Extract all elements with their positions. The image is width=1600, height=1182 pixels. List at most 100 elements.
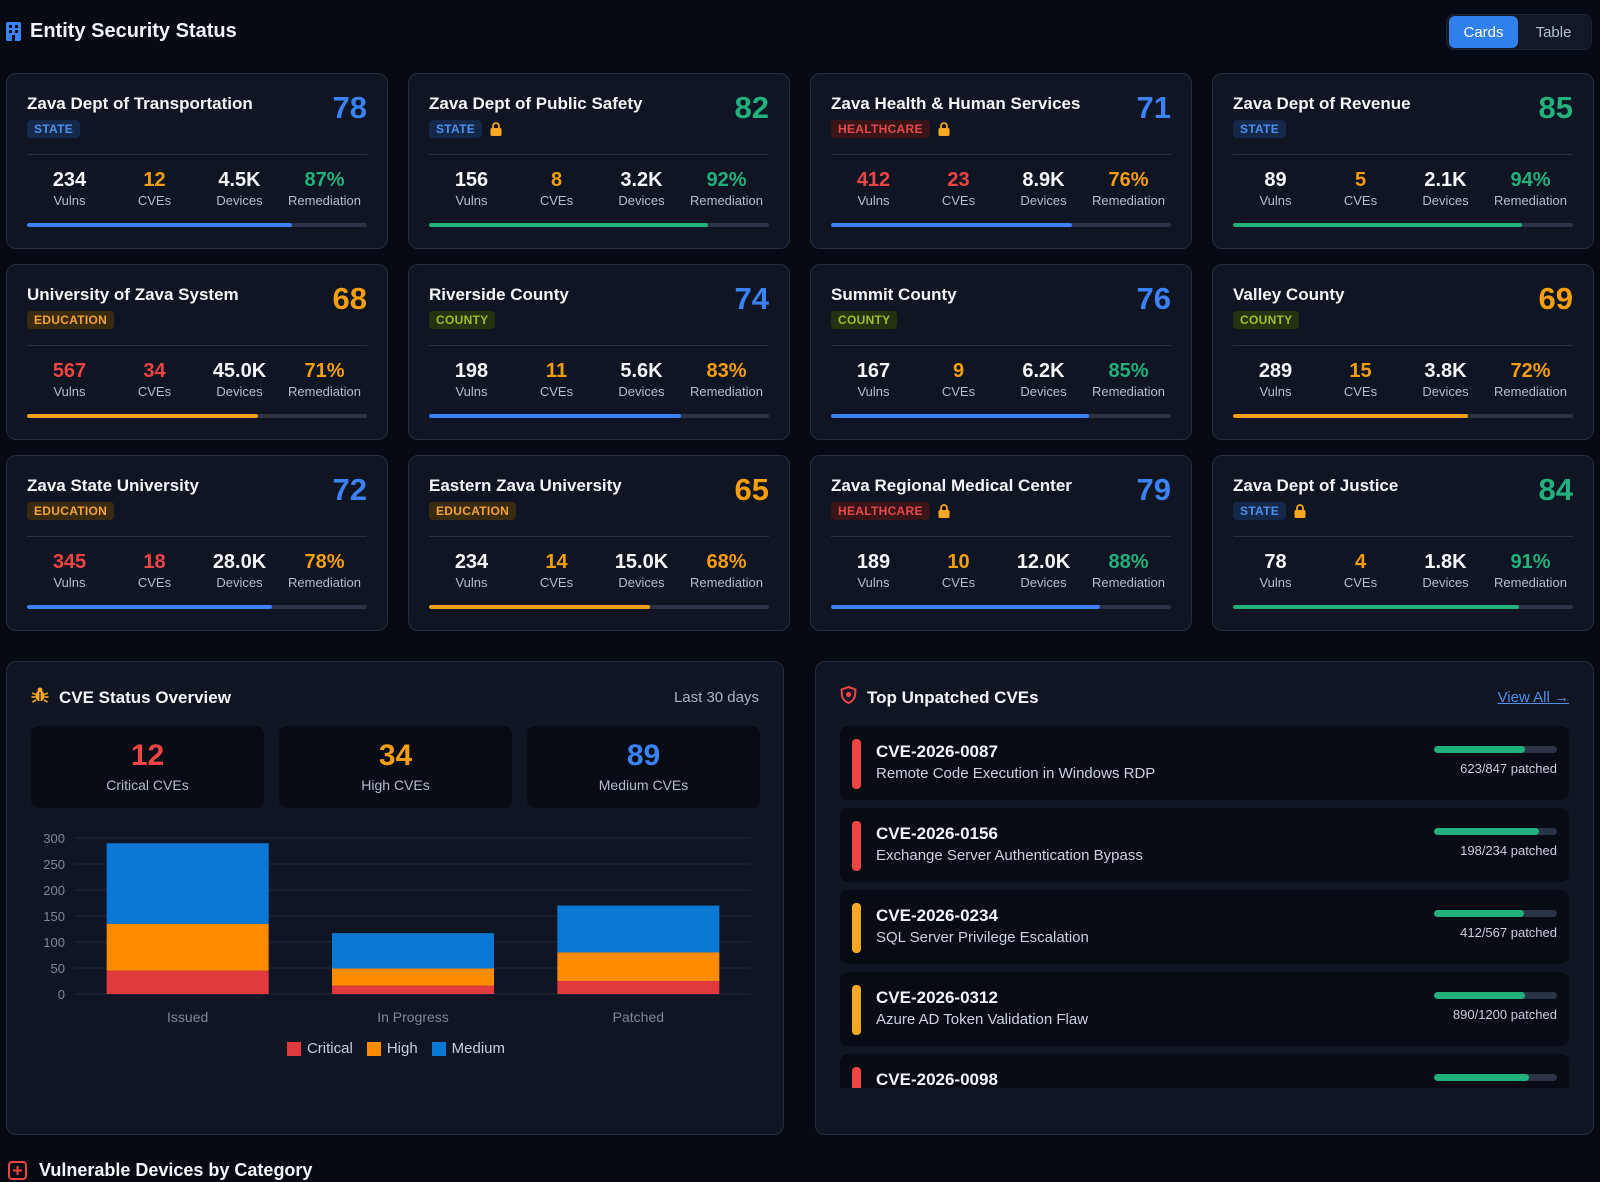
vulns-label: Vulns xyxy=(455,575,488,590)
plus-box-icon xyxy=(8,1161,27,1180)
legend-swatch xyxy=(366,1041,381,1056)
entity-card[interactable]: Riverside County COUNTY 74 198 Vulns 11 CV… xyxy=(408,264,790,440)
devices-label: Devices xyxy=(1422,384,1469,399)
security-score: 85 xyxy=(1538,90,1573,125)
entity-card[interactable]: Zava Dept of Revenue STATE 85 89 Vulns 5 C… xyxy=(1212,73,1594,249)
legend-item-high[interactable]: High xyxy=(366,1040,418,1057)
bar-segment-medium xyxy=(106,843,269,924)
entity-type-badge: EDUCATION xyxy=(429,502,517,520)
entity-name: University of Zava System xyxy=(27,285,239,304)
vulns-value: 567 xyxy=(52,360,87,382)
card-divider xyxy=(27,154,367,155)
cves-value: 9 xyxy=(952,360,965,382)
devices-stat: 5.6K Devices xyxy=(599,360,684,399)
entity-card[interactable]: Zava Dept of Transportation STATE 78 234… xyxy=(6,73,388,249)
security-score: 82 xyxy=(734,90,769,125)
devices-label: Devices xyxy=(618,575,665,590)
cve-list-item[interactable]: CVE-2026-0234 SQL Server Privilege Escal… xyxy=(840,890,1569,964)
entity-card[interactable]: Zava State University EDUCATION 72 345 Vu… xyxy=(6,455,388,631)
remediation-stat: 91% Remediation xyxy=(1488,551,1573,590)
devices-value: 3.2K xyxy=(620,169,663,191)
vulns-label: Vulns xyxy=(53,193,86,208)
y-tick-label: 250 xyxy=(43,857,65,872)
entity-type-badge: HEALTHCARE xyxy=(831,120,930,138)
remediation-value: 91% xyxy=(1510,551,1551,573)
score-progress-fill xyxy=(1233,605,1519,609)
cves-label: CVEs xyxy=(137,575,172,590)
legend-label: Medium xyxy=(451,1040,506,1057)
legend-item-critical[interactable]: Critical xyxy=(286,1040,353,1057)
legend-label: Critical xyxy=(306,1040,353,1057)
cve-list-item[interactable]: CVE-2026-0098 xyxy=(840,1054,1569,1088)
devices-label: Devices xyxy=(1020,575,1067,590)
devices-stat: 3.8K Devices xyxy=(1403,360,1488,399)
cve-list-item[interactable]: CVE-2026-0312 Azure AD Token Validation … xyxy=(840,972,1569,1046)
y-tick-label: 100 xyxy=(43,935,65,950)
score-progress-bar xyxy=(27,414,367,418)
entity-card[interactable]: Eastern Zava University EDUCATION 65 234… xyxy=(408,455,790,631)
security-score: 69 xyxy=(1538,281,1573,316)
cve-list-item[interactable]: CVE-2026-0156 Exchange Server Authentica… xyxy=(840,808,1569,882)
vulns-stat: 234 Vulns xyxy=(27,169,112,208)
entity-card[interactable]: University of Zava System EDUCATION 68 5… xyxy=(6,264,388,440)
cves-label: CVEs xyxy=(1343,193,1378,208)
severity-indicator xyxy=(852,821,861,871)
patched-count: 412/567 patched xyxy=(1460,925,1557,940)
bar-segment-high xyxy=(557,952,720,981)
vulns-value: 89 xyxy=(1264,169,1287,191)
card-divider xyxy=(1233,154,1573,155)
cves-label: CVEs xyxy=(941,193,976,208)
vulns-label: Vulns xyxy=(455,384,488,399)
devices-value: 8.9K xyxy=(1022,169,1065,191)
vulns-value: 289 xyxy=(1258,360,1293,382)
card-divider xyxy=(429,154,769,155)
entity-card[interactable]: Zava Dept of Public Safety STATE 82 156 V… xyxy=(408,73,790,249)
cves-stat: 8 CVEs xyxy=(514,169,599,208)
patch-progress-fill xyxy=(1434,992,1526,999)
entity-name: Zava Dept of Justice xyxy=(1233,476,1399,495)
cards-view-button[interactable]: Cards xyxy=(1449,16,1518,48)
remediation-stat: 94% Remediation xyxy=(1488,169,1573,208)
cves-stat: 15 CVEs xyxy=(1318,360,1403,399)
entity-type-row: STATE xyxy=(1233,120,1287,138)
cve-list-item[interactable]: CVE-2026-0087 Remote Code Execution in W… xyxy=(840,726,1569,800)
score-progress-fill xyxy=(27,414,259,418)
entity-card[interactable]: Zava Health & Human Services HEALTHCARE … xyxy=(810,73,1192,249)
entity-name: Zava State University xyxy=(27,476,199,495)
vulns-stat: 167 Vulns xyxy=(831,360,916,399)
bar-segment-critical xyxy=(557,981,720,994)
score-progress-bar xyxy=(429,414,769,418)
devices-value: 28.0K xyxy=(212,551,267,573)
devices-label: Devices xyxy=(1422,193,1469,208)
entity-card[interactable]: Zava Regional Medical Center HEALTHCARE … xyxy=(810,455,1192,631)
remediation-label: Remediation xyxy=(1092,575,1165,590)
legend-item-medium[interactable]: Medium xyxy=(431,1040,506,1057)
security-score: 76 xyxy=(1136,281,1171,316)
legend-label: High xyxy=(386,1040,418,1057)
card-divider xyxy=(27,345,367,346)
cves-stat: 23 CVEs xyxy=(916,169,1001,208)
entity-type-row: EDUCATION xyxy=(429,502,517,520)
critical-cves-box: 12 Critical CVEs xyxy=(31,726,264,808)
remediation-value: 76% xyxy=(1108,169,1149,191)
entity-type-badge: COUNTY xyxy=(1233,311,1300,329)
entity-card[interactable]: Valley County COUNTY 69 289 Vulns 15 CVEs … xyxy=(1212,264,1594,440)
vulns-stat: 234 Vulns xyxy=(429,551,514,590)
entity-type-badge: STATE xyxy=(1233,120,1287,138)
cve-status-header: CVE Status Overview xyxy=(31,686,231,709)
high-cves-label: High CVEs xyxy=(361,777,430,793)
view-all-link[interactable]: View All → xyxy=(1497,689,1569,706)
remediation-stat: 78% Remediation xyxy=(282,551,367,590)
card-divider xyxy=(429,536,769,537)
entity-card[interactable]: Summit County COUNTY 76 167 Vulns 9 CVEs 6… xyxy=(810,264,1192,440)
remediation-value: 83% xyxy=(706,360,747,382)
cves-stat: 5 CVEs xyxy=(1318,169,1403,208)
card-divider xyxy=(831,154,1171,155)
entity-card[interactable]: Zava Dept of Justice STATE 84 78 Vulns 4 C… xyxy=(1212,455,1594,631)
cve-id: CVE-2026-0156 xyxy=(876,824,998,843)
devices-stat: 12.0K Devices xyxy=(1001,551,1086,590)
table-view-button[interactable]: Table xyxy=(1535,23,1572,41)
devices-value: 2.1K xyxy=(1424,169,1467,191)
card-stats: 412 Vulns 23 CVEs 8.9K Devices 76% Remediati… xyxy=(831,169,1171,208)
score-progress-fill xyxy=(429,223,708,227)
